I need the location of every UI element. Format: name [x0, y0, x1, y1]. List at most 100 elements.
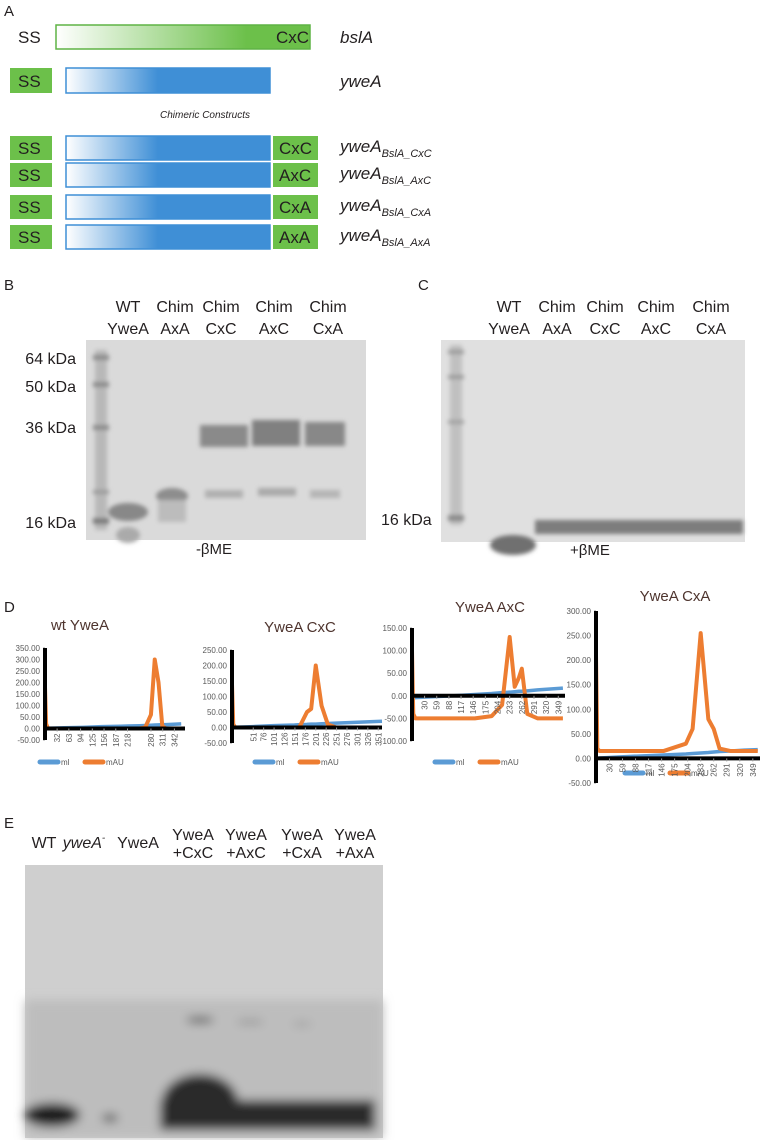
series-line — [410, 635, 563, 721]
name: yweA — [339, 164, 382, 183]
subscript: BslA_AxA — [382, 237, 431, 249]
series-line — [594, 631, 758, 754]
legend-label: mAU — [501, 758, 519, 767]
lane-label: Chim — [202, 299, 239, 316]
ywea-box — [65, 135, 271, 161]
x-tick-label: 176 — [301, 732, 310, 746]
x-tick-label: 291 — [723, 763, 732, 777]
x-tick-label: 51 — [249, 732, 258, 741]
y-tick-label: 50.00 — [387, 669, 408, 678]
x-tick-label: 204 — [684, 763, 693, 777]
lane-label: AxC — [641, 321, 671, 338]
x-tick-label: 175 — [671, 763, 680, 777]
y-tick-label: 150.00 — [567, 681, 592, 690]
panel-label: B — [4, 277, 14, 294]
construct-name: yweABslA_AxC — [339, 164, 431, 187]
lane-label: Chim — [692, 299, 729, 316]
motif: CxA — [279, 198, 312, 217]
legend-label: ml — [61, 758, 70, 767]
chart-title: YweA CxA — [640, 588, 711, 605]
y-tick-label: 300.00 — [16, 656, 41, 665]
y-tick-label: 100.00 — [383, 647, 408, 656]
legend-label: mAU — [106, 758, 124, 767]
lane-label: AxA — [542, 321, 572, 338]
lane-label: Chim — [255, 299, 292, 316]
lane-label: Chim — [156, 299, 193, 316]
subscript: BslA_CxC — [382, 148, 432, 160]
name: yweA — [339, 196, 382, 215]
y-tick-label: 50.00 — [571, 730, 592, 739]
x-tick-label: 349 — [749, 763, 758, 777]
lane-text: yweA — [62, 835, 102, 852]
lane-label: YweA — [488, 321, 530, 338]
condition: +βME — [570, 542, 610, 559]
ywea-box — [65, 67, 271, 94]
y-tick-label: 200.00 — [203, 662, 228, 671]
y-tick-label: 250.00 — [203, 646, 228, 655]
lane-label: WT — [497, 299, 522, 316]
x-tick-label: 349 — [554, 700, 563, 714]
legend-label: ml — [456, 758, 465, 767]
x-tick-label: 320 — [542, 700, 551, 714]
x-tick-label: 204 — [494, 700, 503, 714]
y-tick-label: 200.00 — [16, 679, 41, 688]
ss-box — [10, 225, 52, 249]
y-tick-label: -50.00 — [17, 736, 40, 745]
y-tick-label: 350.00 — [16, 644, 41, 653]
gene-name: bslA — [340, 28, 373, 47]
x-tick-label: 233 — [697, 763, 706, 777]
marker: 64 kDa — [25, 351, 76, 368]
motif: AxA — [279, 228, 311, 247]
motif: CxC — [276, 28, 309, 47]
x-tick-label: 187 — [112, 733, 121, 747]
series-line — [43, 657, 182, 731]
lane-label: YweA — [172, 827, 214, 844]
lane-label: Chim — [538, 299, 575, 316]
x-tick-label: 301 — [353, 732, 362, 746]
lane-label: Chim — [586, 299, 623, 316]
chart-title: wt YweA — [50, 617, 109, 634]
markers: 64 kDa 50 kDa 36 kDa 16 kDa — [25, 351, 76, 532]
y-tick-label: 100.00 — [16, 702, 41, 711]
x-tick-label: 146 — [469, 700, 478, 714]
motif-box — [273, 136, 318, 160]
x-tick-label: 59 — [433, 700, 442, 709]
x-tick-label: 251 — [333, 732, 342, 746]
marker: 16 kDa — [381, 512, 432, 529]
x-tick-label: 146 — [658, 763, 667, 777]
chromatograms: wt YweA -50.00 0.00 50.00 100.00 150.00 200.00… — [16, 588, 760, 788]
x-tick-label: 88 — [632, 763, 641, 772]
x-tick-label: 151 — [291, 732, 300, 746]
x-tick-label: 32 — [53, 733, 62, 742]
panel-label: C — [418, 277, 429, 294]
bsla-box — [55, 24, 311, 50]
chart-title: YweA AxC — [455, 599, 525, 616]
x-tick-label: 276 — [343, 732, 352, 746]
y-tick-label: 250.00 — [567, 632, 592, 641]
lane-label: CxC — [205, 321, 236, 338]
legend-label: ml — [646, 769, 655, 778]
series-line — [230, 663, 382, 730]
x-tick-label: 101 — [270, 732, 279, 746]
y-tick-label: 200.00 — [567, 656, 592, 665]
x-tick-label: 126 — [281, 732, 290, 746]
x-tick-label: 218 — [123, 733, 132, 747]
motif-box — [273, 225, 318, 249]
y-tick-label: 250.00 — [16, 667, 41, 676]
legend-label: mAU — [691, 769, 709, 778]
lane-label: WT — [116, 299, 141, 316]
lane-label: CxC — [589, 321, 620, 338]
x-tick-label: 117 — [457, 700, 466, 713]
x-tick-label: 342 — [170, 733, 179, 747]
y-tick-label: 0.00 — [24, 725, 40, 734]
motif: AxC — [279, 166, 311, 185]
x-tick-label: 125 — [88, 733, 97, 747]
legend-label: ml — [276, 758, 285, 767]
x-tick-label: 262 — [518, 700, 527, 714]
y-tick-label: 50.00 — [207, 708, 228, 717]
ss-box — [10, 136, 52, 160]
chart-title: YweA CxC — [264, 619, 336, 636]
y-tick-label: -50.00 — [568, 779, 591, 788]
blot-bands — [24, 1000, 383, 1138]
